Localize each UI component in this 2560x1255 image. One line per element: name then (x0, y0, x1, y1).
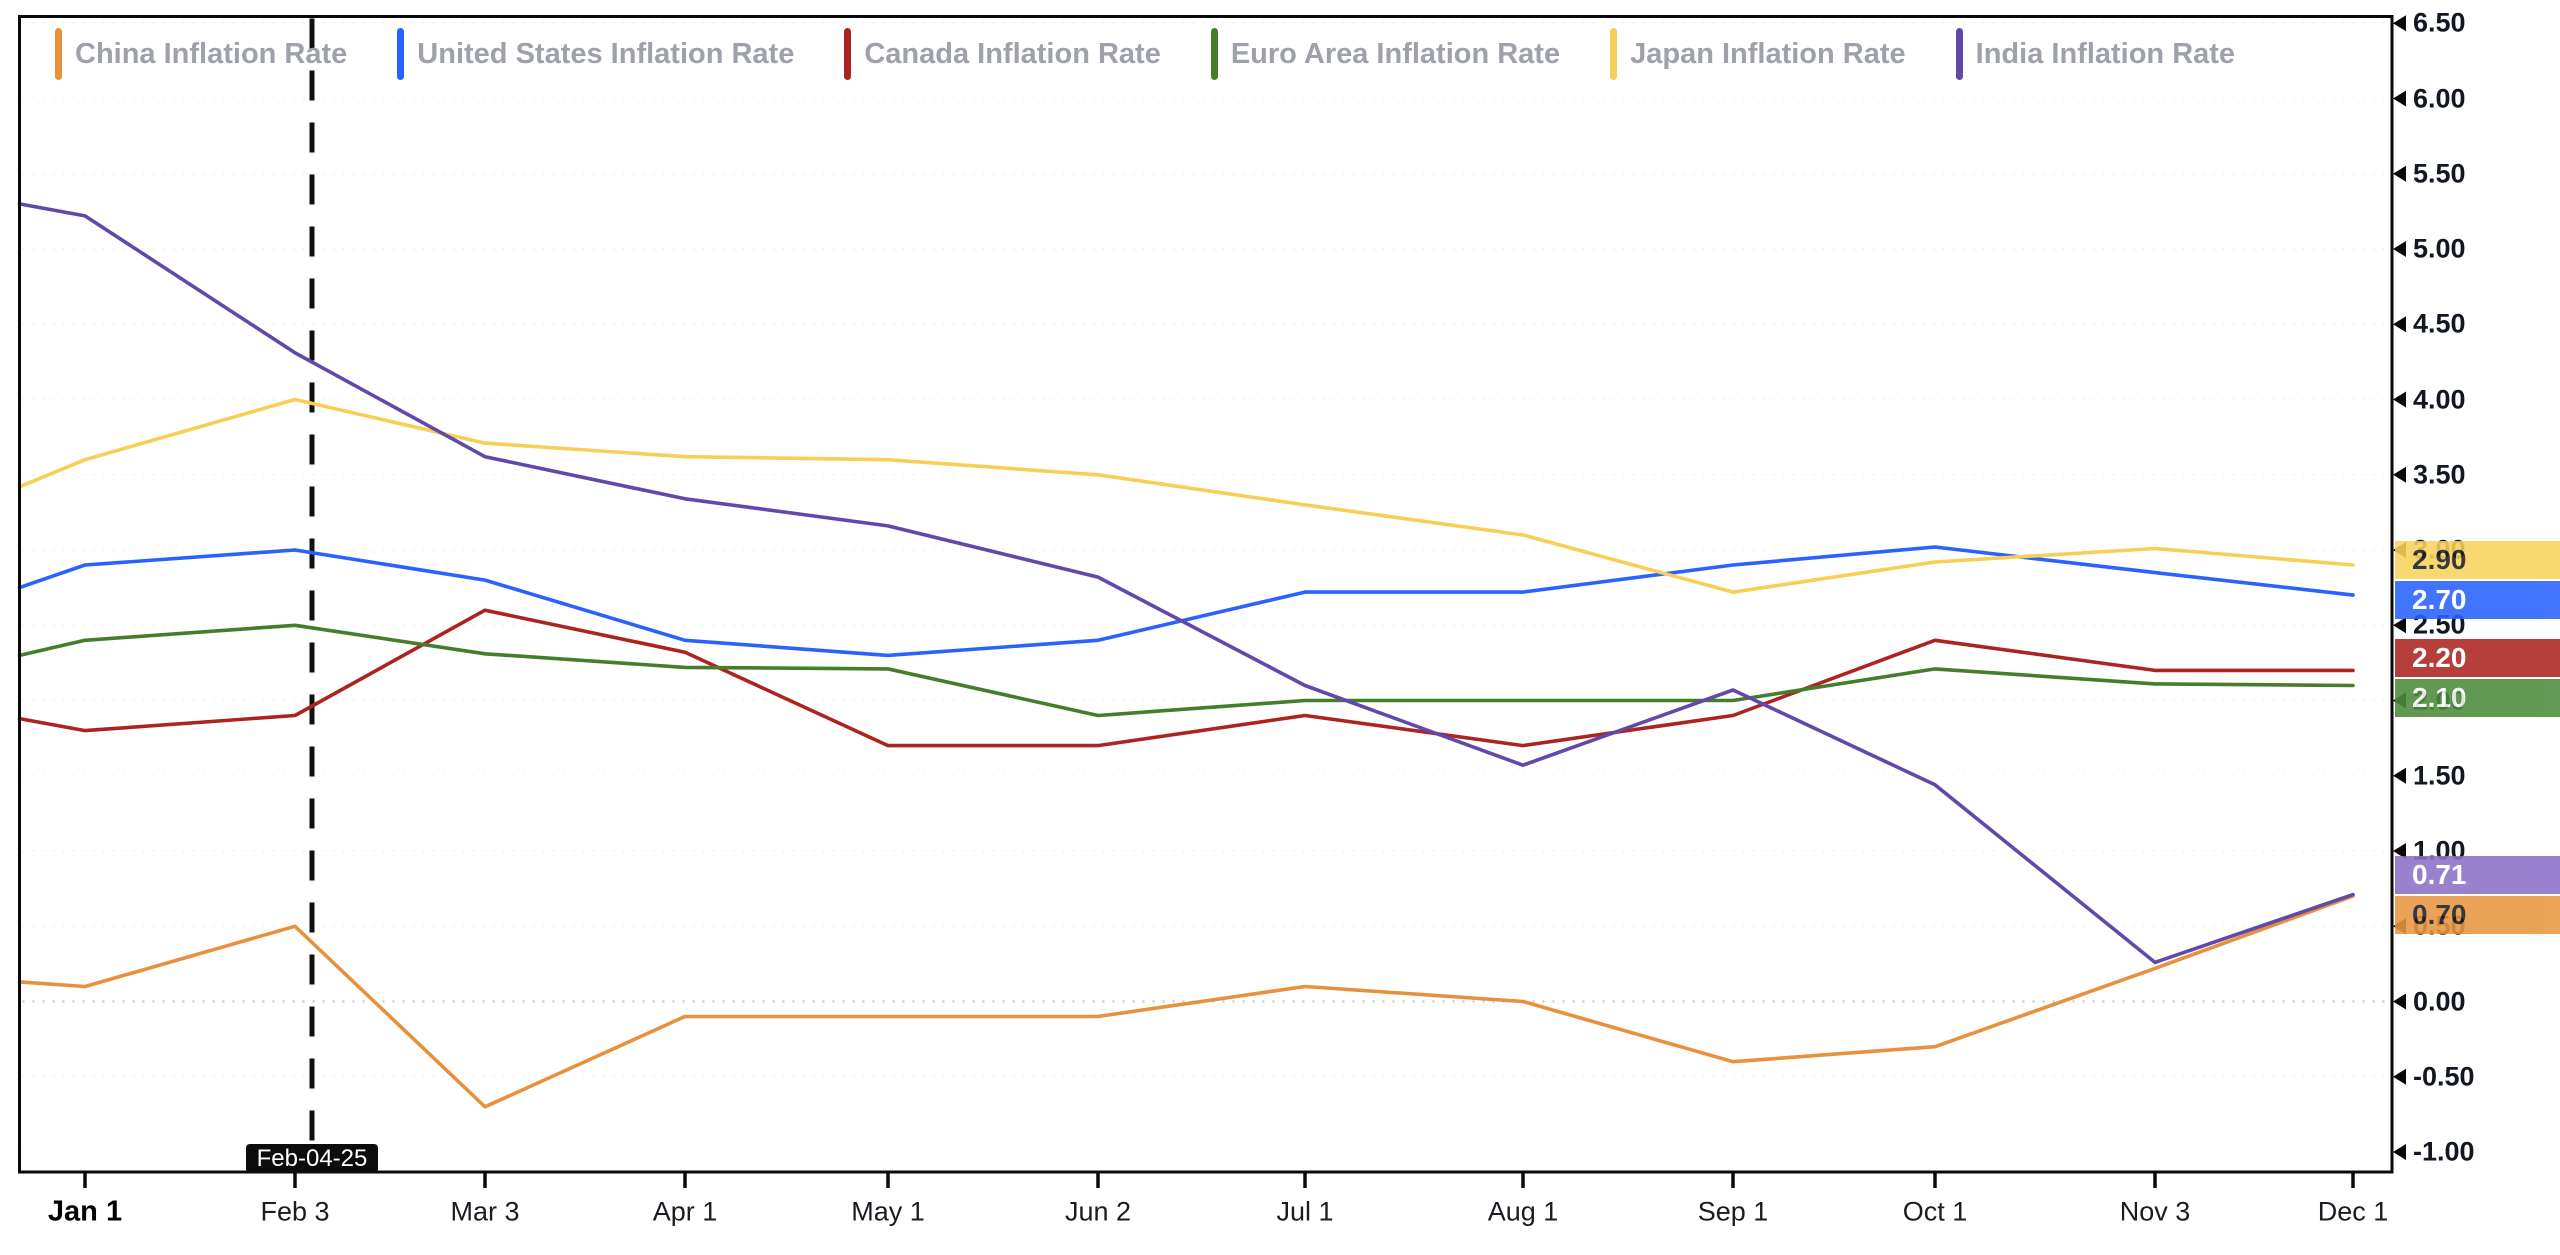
legend-item-label: United States Inflation Rate (417, 37, 795, 70)
time-scale-label: May 1 (851, 1196, 925, 1227)
series-line-india-inflation-rate[interactable] (17, 202, 2355, 965)
series-line-united-states-inflation-rate[interactable] (17, 545, 2355, 658)
price-tick-arrow (2393, 15, 2406, 32)
time-scale-label: Jun 2 (1064, 1196, 1132, 1227)
time-scale-label: Apr 1 (652, 1196, 718, 1227)
price-tick-arrow (2393, 391, 2406, 408)
time-scale-label: Sep 1 (1697, 1196, 1769, 1227)
time-scale-label: Feb 3 (260, 1196, 330, 1227)
legend-item-label: Japan Inflation Rate (1630, 37, 1906, 70)
series-line-china-inflation-rate[interactable] (17, 894, 2355, 1109)
price-badge-euro-area-inflation-rate: 2.10 (2395, 678, 2560, 717)
chart-frame (18, 15, 2394, 1174)
price-tick-arrow (2393, 90, 2406, 107)
price-scale-label: 4.50 (2413, 308, 2466, 339)
price-scale-label: 4.00 (2413, 384, 2466, 414)
price-badge-india-inflation-rate: 0.71 (2395, 856, 2560, 895)
legend: China Inflation Rate United States Inflat… (55, 28, 2235, 80)
price-badge-china-inflation-rate: 0.70 (2395, 896, 2560, 935)
price-badge-value: 2.70 (2412, 584, 2467, 616)
legend-swatch-icon (1210, 28, 1218, 80)
legend-swatch-icon (55, 28, 62, 80)
series-line-euro-area-inflation-rate[interactable] (17, 623, 2355, 718)
price-scale-label: 6.50 (2413, 7, 2466, 38)
legend-item-label: India Inflation Rate (1975, 37, 2236, 70)
price-badge-value: 2.10 (2412, 681, 2467, 713)
price-scale-label: -1.00 (2413, 1136, 2475, 1167)
price-scale-label: 1.50 (2413, 760, 2466, 791)
series-line-japan-inflation-rate[interactable] (17, 397, 2355, 594)
price-badge-value: 2.20 (2412, 641, 2467, 673)
legend-swatch-icon (1610, 28, 1618, 80)
legend-item-euro-area-inflation-rate[interactable]: Euro Area Inflation Rate (1210, 28, 1561, 80)
price-badge-united-states-inflation-rate: 2.70 (2395, 581, 2560, 620)
price-tick-arrow (2393, 1144, 2406, 1160)
price-tick-arrow (2393, 241, 2406, 257)
price-tick-arrow (2393, 993, 2406, 1010)
series-line-canada-inflation-rate[interactable] (17, 608, 2355, 748)
legend-item-label: Euro Area Inflation Rate (1230, 37, 1561, 70)
legend-swatch-icon (397, 28, 405, 80)
price-badge-value: 2.90 (2412, 544, 2467, 576)
price-tick-arrow (2393, 165, 2406, 182)
price-scale-label: 5.00 (2413, 233, 2466, 264)
price-badge-value: 0.71 (2412, 859, 2467, 891)
legend-item-canada-inflation-rate[interactable]: Canada Inflation Rate (844, 28, 1161, 80)
time-scale-label: Jan 1 (47, 1195, 123, 1228)
price-tick-arrow (2393, 1068, 2406, 1085)
price-tick-arrow (2393, 466, 2406, 483)
price-scale-label: 5.50 (2413, 158, 2466, 189)
legend-item-united-states-inflation-rate[interactable]: United States Inflation Rate (397, 28, 794, 80)
price-tick-arrow (2393, 316, 2406, 333)
time-scale-label: Jul 1 (1276, 1196, 1334, 1227)
price-scale-label: 6.00 (2413, 83, 2466, 113)
price-scale-label: 0.00 (2413, 986, 2466, 1016)
price-tick-arrow (2393, 843, 2406, 859)
price-tick-arrow (2393, 617, 2406, 634)
time-scale-label: Nov 3 (2119, 1196, 2191, 1227)
legend-item-india-inflation-rate[interactable]: India Inflation Rate (1955, 28, 2236, 80)
time-scale-label: Aug 1 (1487, 1196, 1559, 1227)
time-scale-label: Dec 1 (2317, 1196, 2389, 1227)
legend-item-label: China Inflation Rate (75, 37, 348, 70)
time-scale-label: Oct 1 (1902, 1196, 1968, 1227)
price-badge-value: 0.70 (2412, 899, 2467, 931)
price-scale-label: 3.50 (2413, 459, 2466, 490)
time-scale-label: Mar 3 (450, 1196, 520, 1227)
legend-swatch-icon (844, 28, 852, 80)
legend-item-china-inflation-rate[interactable]: China Inflation Rate (55, 28, 347, 80)
event-date-tooltip: Feb-04-25 (246, 1144, 378, 1173)
legend-swatch-icon (1955, 28, 1963, 80)
price-badge-japan-inflation-rate: 2.90 (2395, 541, 2560, 580)
legend-item-japan-inflation-rate[interactable]: Japan Inflation Rate (1610, 28, 1906, 80)
price-badge-canada-inflation-rate: 2.20 (2395, 638, 2560, 677)
legend-item-label: Canada Inflation Rate (864, 37, 1161, 70)
price-scale-label: -0.50 (2413, 1061, 2475, 1092)
price-tick-arrow (2393, 767, 2406, 784)
